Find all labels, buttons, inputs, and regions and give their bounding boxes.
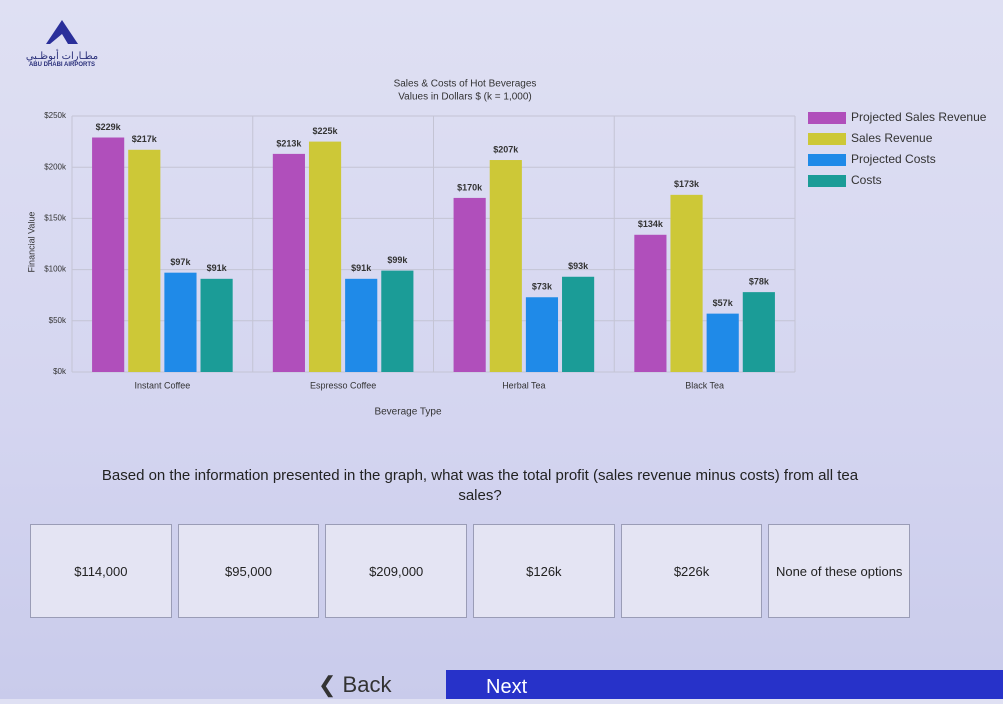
bar [272, 153, 305, 372]
legend-swatch [808, 154, 846, 166]
bar [308, 141, 342, 372]
value-label: $91k [351, 263, 372, 273]
legend-label: Costs [851, 173, 882, 187]
value-label: $173k [674, 179, 700, 189]
legend-swatch [808, 133, 846, 145]
value-label: $170k [457, 182, 483, 192]
x-tick-label: Herbal Tea [502, 380, 545, 390]
bar [128, 149, 161, 372]
y-tick-label: $50k [49, 316, 67, 325]
value-label: $207k [493, 144, 519, 154]
y-tick-label: $100k [44, 265, 67, 274]
bar [562, 276, 595, 372]
y-axis-label: Financial Value [26, 212, 36, 273]
value-label: $213k [276, 138, 302, 148]
legend-swatch [808, 175, 846, 187]
y-tick-label: $0k [53, 367, 67, 376]
answer-option[interactable]: $226k [620, 524, 763, 618]
back-label: Back [342, 672, 392, 697]
logo: مطـارات أبوظـبي ABU DHABI AIRPORTS [22, 18, 102, 68]
value-label: $229k [96, 122, 122, 132]
logo-arabic: مطـارات أبوظـبي [25, 51, 99, 62]
bar [164, 272, 197, 372]
value-label: $93k [568, 261, 589, 271]
y-tick-label: $150k [44, 214, 67, 223]
bar [345, 278, 378, 372]
bar [381, 270, 414, 372]
answer-option[interactable]: $95,000 [177, 524, 320, 618]
chart-title: Sales & Costs of Hot Beverages [394, 79, 537, 90]
bar [200, 278, 233, 372]
options: $114,000 $95,000 $209,000 $126k $226k None of… [30, 524, 911, 618]
x-axis-label: Beverage Type [374, 407, 442, 418]
back-button[interactable]: ❮ Back [318, 672, 392, 697]
value-label: $97k [170, 257, 191, 267]
bar [525, 297, 559, 372]
y-tick-label: $200k [44, 162, 67, 171]
bar [670, 194, 703, 372]
next-label: Next [486, 676, 528, 698]
value-label: $225k [313, 126, 339, 136]
legend-label: Sales Revenue [851, 131, 933, 145]
value-label: $217k [132, 134, 158, 144]
bar [453, 197, 486, 372]
logo-english: ABU DHABI AIRPORTS [28, 62, 96, 68]
bar [634, 234, 667, 372]
x-tick-label: Espresso Coffee [310, 380, 376, 390]
chart-subtitle: Values in Dollars $ (k = 1,000) [398, 92, 532, 103]
value-label: $73k [532, 282, 553, 292]
value-label: $134k [638, 219, 664, 229]
value-label: $78k [749, 277, 770, 287]
bar [706, 313, 739, 372]
value-label: $91k [207, 263, 228, 273]
legend-label: Projected Costs [851, 152, 936, 166]
answer-option[interactable]: $209,000 [325, 524, 468, 618]
legend-label: Projected Sales Revenue [851, 110, 987, 124]
y-tick-label: $250k [44, 111, 67, 120]
legend-swatch [808, 112, 846, 124]
x-tick-label: Black Tea [685, 380, 724, 390]
bar [92, 137, 125, 372]
logo-icon [46, 20, 78, 44]
answer-option[interactable]: $126k [473, 524, 615, 618]
bar [742, 292, 775, 372]
next-button[interactable]: Next [446, 670, 1003, 699]
value-label: $99k [387, 255, 408, 265]
value-label: $57k [713, 298, 734, 308]
chart: Sales & Costs of Hot Beverages Values in… [26, 79, 987, 418]
question: Based on the information presented in th… [101, 467, 859, 504]
answer-option[interactable]: None of these options [768, 524, 911, 618]
bar [489, 160, 522, 372]
answer-option[interactable]: $114,000 [30, 524, 172, 618]
x-tick-label: Instant Coffee [134, 380, 190, 390]
